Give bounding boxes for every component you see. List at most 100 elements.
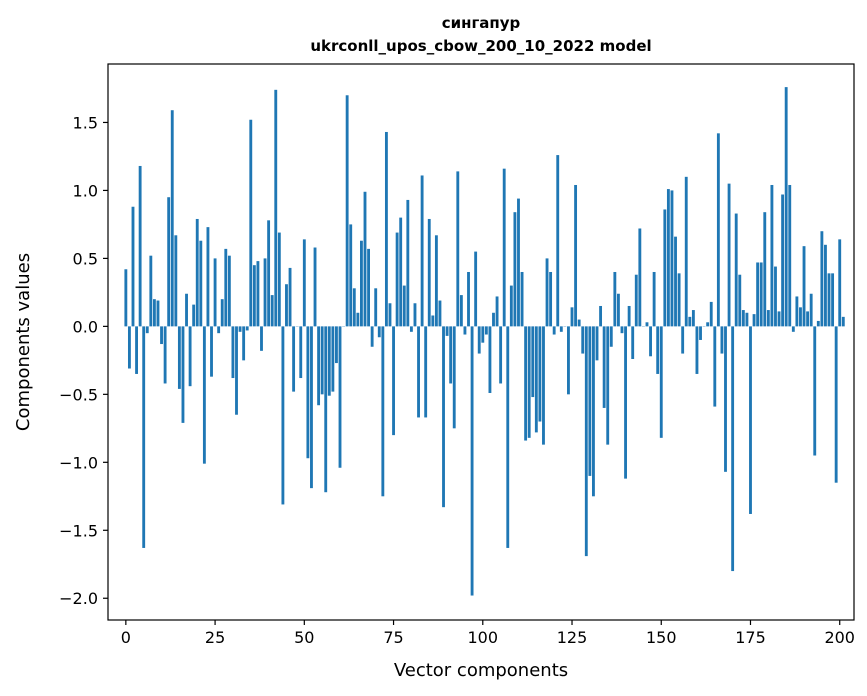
bar (574, 184, 578, 327)
bar (227, 255, 231, 327)
bar (745, 312, 749, 327)
bar (620, 326, 624, 334)
bar (699, 326, 702, 340)
bar (135, 326, 138, 374)
bar (181, 326, 185, 423)
bar (777, 311, 781, 327)
bar (709, 301, 713, 327)
bar (577, 319, 581, 327)
bar (649, 326, 652, 357)
bar (799, 307, 802, 327)
bars-group (124, 87, 845, 596)
bar (252, 265, 256, 327)
bar (524, 326, 528, 441)
bar (488, 326, 492, 393)
bar (199, 240, 203, 327)
bar (774, 266, 777, 327)
bar (795, 296, 799, 327)
bar (684, 176, 688, 327)
bar (706, 322, 710, 327)
y-axis-ticks: −2.0 −1.5 −1.0 −0.5 0.0 0.5 1.0 1.5 (59, 113, 108, 608)
bar (656, 326, 660, 374)
bar (127, 326, 131, 369)
bar (327, 326, 331, 396)
bar (456, 171, 460, 327)
bar (313, 247, 317, 327)
bar (716, 133, 720, 327)
bar (317, 326, 321, 406)
bar (213, 258, 217, 327)
bar (274, 89, 278, 327)
bar (749, 326, 752, 514)
bar (724, 326, 727, 472)
bar (267, 220, 271, 327)
bar (224, 248, 228, 327)
bar (770, 184, 774, 327)
bar (609, 326, 613, 347)
bar (349, 224, 353, 327)
bar (467, 271, 470, 327)
bar (681, 326, 685, 354)
bar (731, 326, 735, 572)
bar (124, 269, 128, 327)
bar (452, 326, 456, 429)
bar (420, 175, 424, 327)
bar (152, 299, 156, 327)
bar (399, 217, 403, 327)
bar (174, 235, 178, 327)
bar (163, 326, 167, 384)
bar (666, 189, 670, 327)
bar (691, 310, 695, 327)
bar (427, 218, 431, 327)
bar (613, 271, 617, 327)
bar (602, 326, 606, 408)
bar (310, 326, 313, 489)
bar (188, 326, 192, 387)
bar (631, 326, 635, 359)
bar (206, 227, 210, 327)
bar (292, 326, 296, 392)
bar (727, 183, 731, 327)
y-tick-label: −2.0 (59, 589, 98, 608)
bar (156, 300, 160, 327)
x-tick-label: 200 (824, 628, 855, 647)
y-tick-label: −1.5 (59, 521, 98, 540)
bar (231, 326, 235, 379)
bar (570, 307, 574, 327)
bar (584, 326, 588, 557)
bar (492, 312, 495, 327)
bar (763, 212, 767, 327)
x-tick-label: 0 (121, 628, 131, 647)
bar (370, 326, 374, 347)
bar (345, 95, 349, 327)
bar (484, 326, 488, 335)
bar (827, 273, 831, 327)
bar (363, 191, 367, 327)
bar (406, 199, 410, 327)
bar (624, 326, 627, 479)
bar (784, 87, 788, 327)
bar (270, 295, 274, 327)
bar (809, 293, 813, 327)
chart-title-line1: сингапур (442, 14, 521, 32)
chart-title-line2: ukrconll_upos_cbow_200_10_2022 model (310, 37, 651, 55)
bar (395, 232, 399, 327)
bar (756, 262, 760, 327)
bar (470, 326, 474, 596)
bar (138, 165, 142, 327)
bar (802, 246, 806, 327)
x-tick-label: 50 (294, 628, 314, 647)
bar (838, 239, 842, 327)
bar (338, 326, 342, 468)
bar (306, 326, 310, 459)
bar (409, 326, 413, 332)
bar (424, 326, 428, 418)
y-tick-label: 0.0 (73, 317, 98, 336)
bar (606, 326, 610, 445)
bar (634, 274, 638, 327)
bar (331, 326, 335, 392)
bar (256, 261, 260, 327)
bar (195, 218, 199, 327)
y-tick-label: 1.5 (73, 113, 98, 132)
